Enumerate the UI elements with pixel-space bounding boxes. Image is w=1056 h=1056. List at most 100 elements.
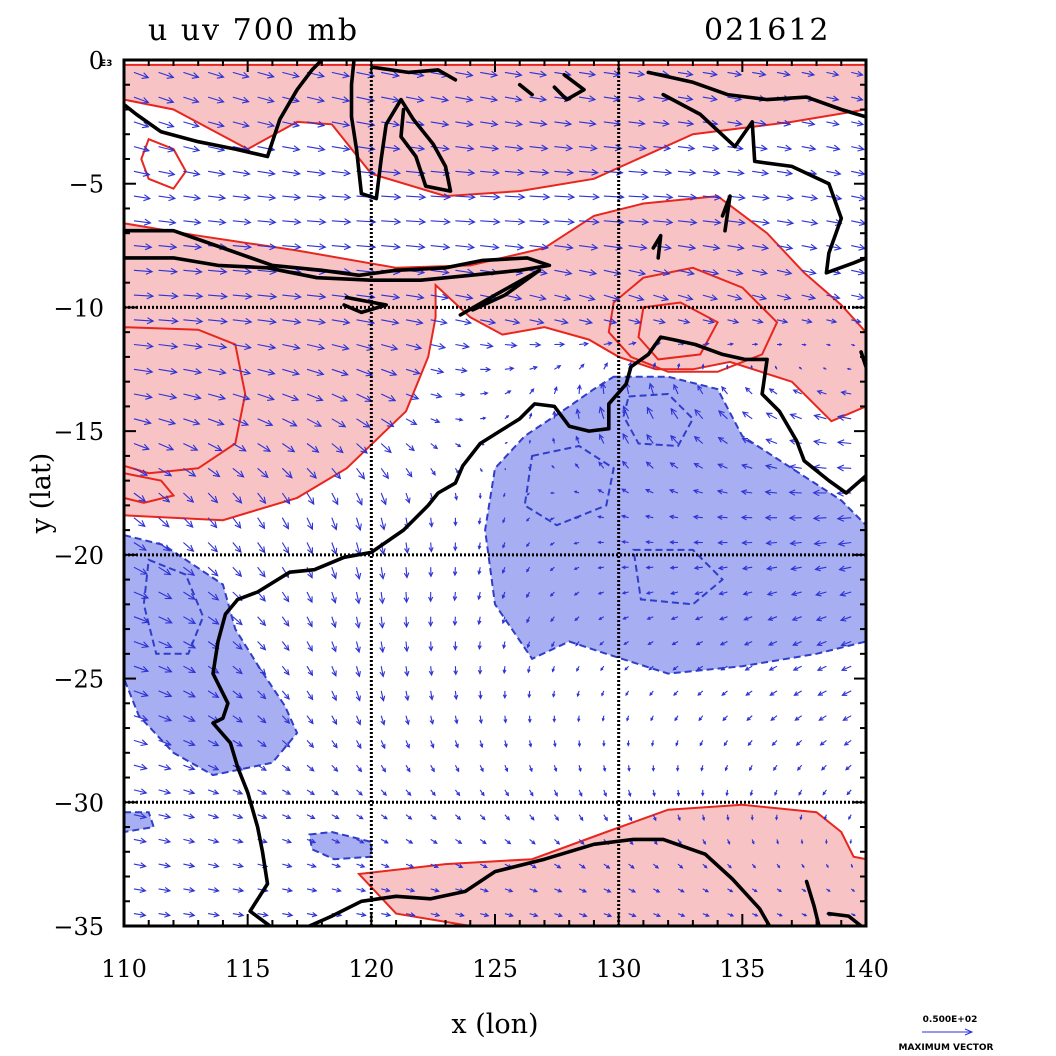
wind-vector-head xyxy=(740,489,748,495)
wind-vector xyxy=(717,410,728,420)
wind-vector xyxy=(626,715,630,722)
wind-vector-shaft xyxy=(814,440,827,445)
wind-vector-head xyxy=(236,667,243,675)
x-tick-label: 120 xyxy=(348,955,394,983)
wind-vector-head xyxy=(259,595,266,602)
wind-vector xyxy=(813,413,827,421)
wind-vector-head xyxy=(845,766,850,771)
wind-vector xyxy=(378,591,386,605)
wind-vector xyxy=(504,414,510,420)
wind-vector-head xyxy=(752,865,757,869)
wind-vector-shaft xyxy=(504,96,522,101)
wind-vector-shaft xyxy=(694,463,704,469)
wind-vector xyxy=(677,269,696,276)
wind-vector-shaft xyxy=(381,220,401,223)
wind-vector-head xyxy=(408,839,414,844)
wind-vector xyxy=(403,616,410,629)
wind-vector xyxy=(430,418,441,424)
wind-vector-head xyxy=(404,719,410,726)
wind-vector-head xyxy=(164,715,173,722)
wind-vector-head xyxy=(267,394,275,401)
wind-vector xyxy=(306,218,327,226)
wind-vector-shaft xyxy=(649,383,654,395)
wind-vector xyxy=(504,294,523,301)
wind-vector-shaft xyxy=(801,269,816,274)
wind-vector-head xyxy=(645,590,651,595)
wind-vector-head xyxy=(725,364,729,368)
wind-vector xyxy=(306,616,313,628)
coastline-8 xyxy=(458,268,542,317)
wind-vector-head xyxy=(259,644,267,651)
wind-vector-shaft xyxy=(529,294,546,300)
wind-vector xyxy=(819,739,827,746)
wind-vector xyxy=(767,640,778,646)
wind-vector-shaft xyxy=(653,269,670,275)
wind-vector xyxy=(183,739,196,747)
wind-vector-head xyxy=(143,194,151,202)
wind-vector-head xyxy=(757,318,764,325)
wind-vector xyxy=(232,193,252,201)
wind-vector-shaft xyxy=(841,665,852,671)
wind-vector xyxy=(158,542,171,552)
wind-vector-head xyxy=(856,70,864,77)
wind-vector xyxy=(554,168,575,176)
wind-vector xyxy=(836,514,852,522)
wind-vector-head xyxy=(530,388,535,393)
wind-vector-shaft xyxy=(405,616,408,627)
wind-vector-head xyxy=(815,590,822,597)
wind-vector-shaft xyxy=(727,220,745,224)
wind-vector-shaft xyxy=(670,435,679,444)
wind-vector-shaft xyxy=(579,121,596,125)
wind-vector-shaft xyxy=(158,294,178,297)
wind-vector-head xyxy=(429,719,435,725)
wind-vector-shaft xyxy=(183,245,202,248)
wind-vector-head xyxy=(728,865,732,869)
wind-vector-shaft xyxy=(430,715,434,724)
wind-vector-head xyxy=(480,469,483,473)
wind-vector-head xyxy=(852,343,856,347)
wind-vector xyxy=(429,690,434,701)
wind-vector-shaft xyxy=(752,319,763,323)
wind-vector-head xyxy=(283,644,290,652)
wind-vector-shaft xyxy=(455,146,474,150)
wind-vector xyxy=(851,144,866,152)
wind-vector-head xyxy=(503,494,506,498)
wind-vector xyxy=(578,789,583,797)
wind-vector-head xyxy=(478,719,483,725)
wind-vector-head xyxy=(549,542,553,546)
wind-vector-head xyxy=(283,693,290,700)
wind-vector-head xyxy=(708,318,716,325)
wind-vector-head xyxy=(237,887,245,893)
wind-vector xyxy=(752,293,768,301)
wind-vector-shaft xyxy=(257,294,277,298)
wind-vector-shaft xyxy=(133,665,149,672)
wind-vector-shaft xyxy=(752,170,768,175)
wind-vector-shaft xyxy=(826,96,839,101)
wind-vector-head xyxy=(630,864,635,869)
wind-vector-head xyxy=(816,641,823,647)
positive-contour-4 xyxy=(637,301,719,361)
wind-vector-head xyxy=(403,621,410,629)
wind-vector-shaft xyxy=(356,764,362,772)
wind-vector-shaft xyxy=(718,463,728,469)
wind-vector-shaft xyxy=(719,616,728,621)
wind-vector xyxy=(257,814,268,820)
wind-vector xyxy=(504,390,512,395)
wind-vector xyxy=(281,591,290,603)
wind-vector-head xyxy=(407,815,413,820)
wind-vector xyxy=(702,169,721,177)
wind-vector-shaft xyxy=(430,913,440,917)
wind-vector-head xyxy=(188,837,196,844)
wind-vector-shaft xyxy=(207,492,218,503)
wind-vector xyxy=(726,814,730,821)
wind-vector-head xyxy=(210,495,219,504)
wind-vector xyxy=(577,715,581,723)
wind-vector-head xyxy=(453,521,458,527)
wind-vector-head xyxy=(580,840,585,845)
wind-vector xyxy=(405,492,411,504)
wind-vector-shaft xyxy=(331,641,337,652)
wind-vector xyxy=(158,517,170,528)
wind-vector-head xyxy=(343,243,352,251)
wind-vector xyxy=(579,168,599,176)
wind-vector-head xyxy=(318,318,327,326)
